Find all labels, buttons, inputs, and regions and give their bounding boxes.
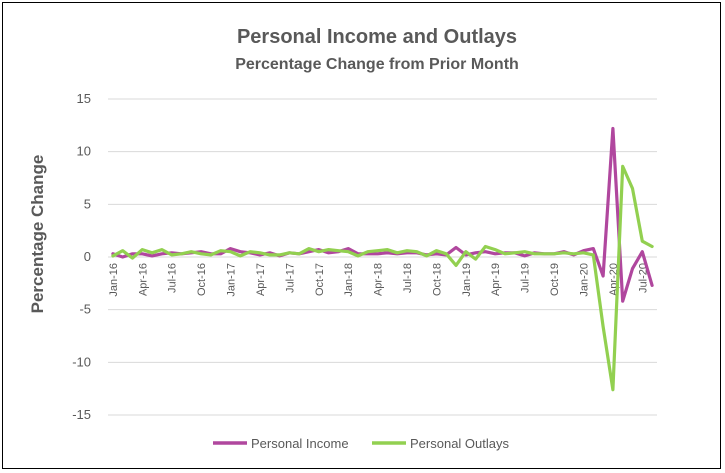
chart-title: Personal Income and Outlays	[237, 26, 517, 48]
x-tick-label: Jul-17	[284, 263, 296, 293]
y-tick-label: -5	[79, 302, 91, 317]
x-tick-label: Jan-19	[461, 263, 473, 297]
y-tick-label: 0	[84, 249, 91, 264]
y-tick-label: -15	[72, 407, 91, 422]
x-tick-label: Jul-19	[520, 263, 532, 293]
x-tick-label: Jan-20	[578, 263, 590, 297]
legend-label: Personal Outlays	[410, 436, 509, 451]
x-tick-label: Jan-18	[343, 263, 355, 297]
x-tick-label: Oct-16	[196, 263, 208, 296]
y-tick-label: 5	[84, 196, 91, 211]
x-tick-label: Oct-17	[314, 263, 326, 296]
x-tick-label: Jan-16	[108, 263, 120, 297]
x-tick-label: Jul-18	[402, 263, 414, 293]
y-tick-label: -10	[72, 354, 91, 369]
x-tick-label: Jul-16	[167, 263, 179, 293]
legend: Personal Income Personal Outlays	[213, 436, 509, 451]
x-tick-label: Apr-16	[137, 263, 149, 296]
y-tick-labels: 15 10 5 0 -5 -10 -15	[72, 91, 91, 422]
x-tick-label: Apr-19	[490, 263, 502, 296]
x-tick-label: Oct-19	[549, 263, 561, 296]
x-tick-label: Oct-18	[431, 263, 443, 296]
x-tick-label: Jan-17	[226, 263, 238, 297]
legend-label: Personal Income	[251, 436, 349, 451]
x-tick-labels: Jan-16 Apr-16 Jul-16 Oct-16 Jan-17 Apr-17 Jul-…	[108, 263, 649, 297]
chart-subtitle: Percentage Change from Prior Month	[235, 56, 519, 73]
chart-frame	[2, 2, 721, 469]
y-tick-label: 10	[77, 144, 91, 159]
gridlines	[108, 98, 657, 416]
x-tick-label: Apr-18	[373, 263, 385, 296]
series-line-personal-outlays	[111, 164, 654, 392]
y-axis-label: Percentage Change	[28, 155, 47, 314]
y-tick-label: 15	[77, 91, 91, 106]
series-lines	[111, 126, 654, 392]
x-tick-label: Apr-17	[255, 263, 267, 296]
